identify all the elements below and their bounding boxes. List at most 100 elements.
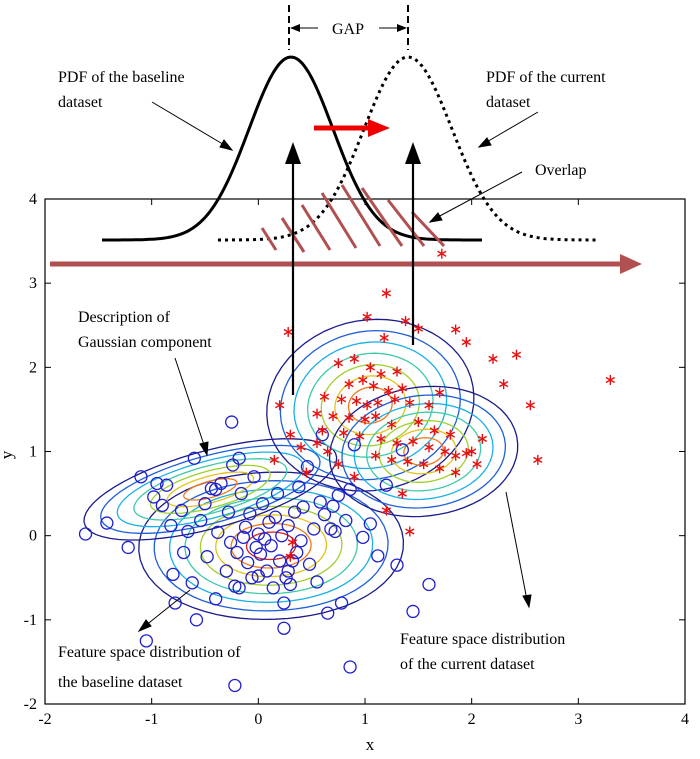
baseline-point [395,443,409,457]
current-point [339,427,349,438]
baseline-point [185,576,199,590]
current-point [451,324,461,335]
current-point [371,450,381,461]
x-tick-label: 4 [681,711,689,728]
current-point [397,383,407,394]
baseline-point [379,478,393,492]
baseline-contour [184,497,358,595]
current-point [451,467,461,478]
current-lower-contour [353,402,494,501]
current-point [368,380,379,391]
gap-marker [288,5,409,50]
current-point [376,369,386,380]
y-tick-label: -2 [24,696,37,713]
baseline-point [294,534,308,548]
shift-arrow [50,254,642,274]
baseline-contour [245,531,297,561]
current-lower-contour [366,411,482,492]
baseline-point [194,513,208,528]
current-lower-contour [378,420,469,483]
current-point [392,438,402,449]
baseline-point [200,550,214,564]
baseline-point [264,539,278,553]
current-point [477,433,487,444]
baseline-point [100,516,114,530]
baseline-point [232,451,246,465]
current-point [381,505,391,516]
current-point [379,332,389,343]
current-point [413,323,423,334]
current-dist-label-line2: of the current dataset [400,656,535,673]
current-point [283,326,293,337]
baseline-point [187,451,201,465]
y-tick-label: 1 [29,444,37,461]
baseline-point [313,495,327,509]
current-point [397,488,407,499]
baseline-point [275,529,289,543]
baseline-point [223,535,238,550]
pdf-baseline-label-line1: PDF of the baseline [58,69,185,86]
current-projection-arrow [405,142,421,345]
current-point [488,353,498,364]
baseline-point [281,518,295,533]
current-point [390,394,400,405]
mean-shift-arrow [314,119,390,137]
baseline-point [321,606,335,620]
current-lower-contour [403,437,445,466]
baseline-point [164,518,178,533]
current-point [349,471,359,482]
baseline-point [277,596,291,610]
gaussian-label-line2: Gaussian component [78,334,212,351]
gaussian-label-line1: Description of [78,309,171,326]
current-point [333,459,343,470]
baseline-point [371,549,385,563]
baseline-contour [215,514,328,578]
baseline-point [219,564,233,578]
baseline-projection-arrow [285,142,301,395]
current-point [319,391,330,402]
current-contour [293,341,448,470]
current-contour [266,318,475,492]
baseline-point [343,482,357,497]
current-point [525,400,535,411]
current-point [336,394,347,405]
baseline-point [249,540,263,555]
current-point [472,459,482,470]
baseline-point [243,507,257,521]
current-point [287,537,298,548]
baseline-point [268,510,283,524]
baseline-point [277,621,291,635]
baseline-point [260,564,274,578]
baseline-point [159,478,174,492]
x-axis-label: x [366,735,375,754]
pdf-current-label-line1: PDF of the current [486,69,606,86]
baseline-point [279,571,293,585]
baseline-point [134,470,148,484]
current-point [312,408,322,419]
baseline-point [236,530,251,544]
current-point [440,446,450,457]
x-tick-label: 2 [468,711,476,728]
x-tick-label: 0 [254,711,262,728]
baseline-contour [199,505,343,586]
current-point [355,431,365,442]
current-point [403,456,413,467]
baseline-point [198,497,212,511]
current-point [285,429,295,440]
current-point [461,448,471,459]
current-lower-contour [341,394,507,509]
baseline-point [181,524,195,539]
baseline-point [339,513,353,528]
x-tick-label: -1 [145,711,158,728]
y-tick-label: 3 [29,275,37,292]
current-point [400,316,411,327]
current-point [435,387,445,398]
x-tick-label: 3 [574,711,582,728]
current-point [511,349,522,360]
current-point [381,288,391,299]
baseline-point [283,577,297,592]
baseline-point [221,505,236,519]
baseline-point [234,486,248,501]
